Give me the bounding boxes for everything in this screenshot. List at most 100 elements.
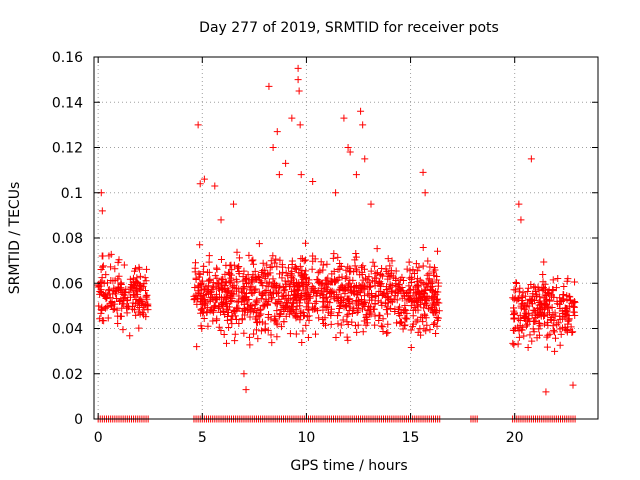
data-point xyxy=(217,299,225,307)
data-point xyxy=(131,265,139,273)
data-point xyxy=(217,256,225,264)
data-point xyxy=(235,254,243,262)
data-point xyxy=(282,159,290,167)
data-point xyxy=(225,324,233,332)
data-point xyxy=(367,200,375,208)
data-point xyxy=(553,321,561,329)
y-tick-label: 0.1 xyxy=(61,186,83,202)
data-point xyxy=(339,316,347,324)
data-point xyxy=(419,168,427,176)
data-point xyxy=(282,291,290,299)
data-point xyxy=(217,216,225,224)
data-point xyxy=(529,325,537,333)
data-point xyxy=(412,260,420,268)
data-point xyxy=(407,302,415,310)
data-point xyxy=(250,330,258,338)
data-point xyxy=(98,207,106,215)
data-point xyxy=(521,313,529,321)
data-point xyxy=(352,265,360,273)
data-point xyxy=(223,305,231,313)
data-point xyxy=(354,304,362,312)
data-point xyxy=(226,262,234,270)
data-point xyxy=(404,288,412,296)
data-point xyxy=(430,271,438,279)
data-point xyxy=(523,299,531,307)
data-point xyxy=(406,295,414,303)
data-point xyxy=(550,326,558,334)
data-point xyxy=(536,297,544,305)
data-point xyxy=(225,271,233,279)
data-point xyxy=(351,262,359,270)
data-point xyxy=(246,333,254,341)
data-point xyxy=(383,289,391,297)
data-point xyxy=(543,343,551,351)
data-point xyxy=(540,311,548,319)
data-point xyxy=(563,327,571,335)
data-point xyxy=(354,321,362,329)
data-point xyxy=(248,302,256,310)
data-point xyxy=(334,312,342,320)
data-point xyxy=(235,270,243,278)
data-point xyxy=(327,289,335,297)
data-point xyxy=(302,292,310,300)
data-point xyxy=(337,321,345,329)
data-point xyxy=(276,256,284,264)
data-point xyxy=(265,82,273,90)
data-point xyxy=(231,330,239,338)
data-point xyxy=(413,267,421,275)
data-point xyxy=(551,334,559,342)
data-point xyxy=(383,283,391,291)
y-tick-label: 0.02 xyxy=(52,367,83,383)
data-point xyxy=(549,276,557,284)
data-point xyxy=(246,341,254,349)
data-point xyxy=(387,283,395,291)
data-point xyxy=(258,290,266,298)
data-point xyxy=(294,76,302,84)
data-point xyxy=(327,305,335,313)
data-point xyxy=(352,171,360,179)
data-point xyxy=(533,334,541,342)
data-point xyxy=(132,311,140,319)
y-tick-label: 0.04 xyxy=(52,322,83,338)
data-point xyxy=(360,292,368,300)
data-point xyxy=(297,270,305,278)
data-point xyxy=(433,322,441,330)
data-point xyxy=(198,325,206,333)
data-point xyxy=(273,333,281,341)
data-point xyxy=(556,341,564,349)
data-point xyxy=(332,276,340,284)
data-point xyxy=(292,330,300,338)
data-point xyxy=(302,321,310,329)
data-point xyxy=(569,381,577,389)
data-point xyxy=(305,279,313,287)
data-point xyxy=(334,253,342,261)
data-point xyxy=(276,270,284,278)
data-point xyxy=(430,294,438,302)
data-point xyxy=(298,289,306,297)
data-point xyxy=(324,280,332,288)
data-point xyxy=(323,304,331,312)
data-point xyxy=(543,333,551,341)
data-point xyxy=(353,308,361,316)
data-point xyxy=(101,304,109,312)
data-point xyxy=(424,257,432,265)
data-point xyxy=(513,279,521,287)
data-point xyxy=(435,307,443,315)
data-point xyxy=(554,274,562,282)
data-point xyxy=(233,248,241,256)
data-point xyxy=(113,295,121,303)
data-point xyxy=(369,258,377,266)
data-point xyxy=(275,288,283,296)
data-point xyxy=(557,330,565,338)
data-point xyxy=(272,317,280,325)
data-point xyxy=(337,263,345,271)
data-point xyxy=(269,252,277,260)
data-point xyxy=(298,338,306,346)
data-point xyxy=(126,275,134,283)
data-point xyxy=(419,293,427,301)
data-point xyxy=(104,314,112,322)
data-point xyxy=(305,299,313,307)
data-point xyxy=(255,240,263,248)
data-point xyxy=(245,251,253,259)
data-point xyxy=(535,286,543,294)
